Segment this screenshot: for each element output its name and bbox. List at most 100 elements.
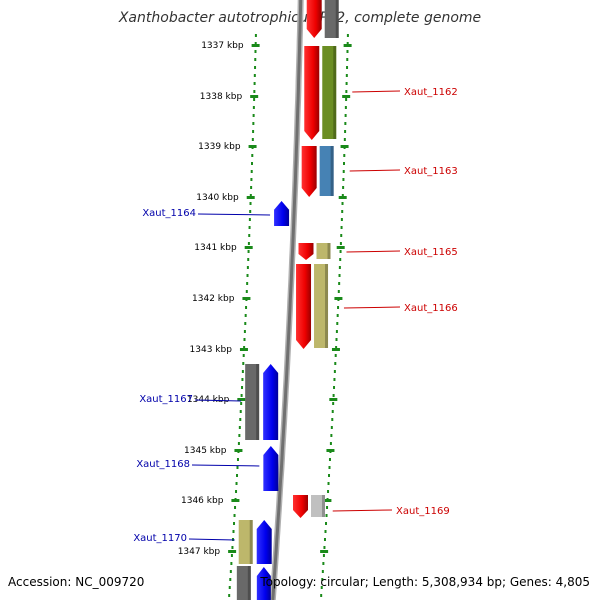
scale-dot	[321, 570, 324, 573]
gene-label-xaut-1169[interactable]: Xaut_1169	[396, 506, 450, 517]
scale-dot	[345, 90, 348, 93]
scale-tick	[250, 95, 259, 98]
scale-tick-label: 1347 kbp	[178, 547, 221, 557]
gene-arrow-xaut-1164	[274, 201, 290, 226]
accession-text: Accession: NC_009720	[8, 575, 145, 589]
cog-box-xaut-1165	[316, 243, 331, 259]
scale-tick-label: 1346 kbp	[181, 496, 224, 506]
scale-dot	[335, 338, 338, 341]
gene-label-xaut-1170[interactable]: Xaut_1170	[133, 533, 187, 544]
scale-dot	[327, 482, 330, 485]
scale-dot	[236, 458, 239, 461]
cog-box-xaut-1162	[322, 46, 337, 139]
label-leader-xaut-1169	[332, 509, 393, 512]
scale-tick-label: 1340 kbp	[196, 193, 239, 203]
scale-tick	[331, 348, 340, 351]
label-leader-xaut-1165	[346, 250, 401, 253]
scale-dot	[246, 282, 249, 285]
gene-label-xaut-1166[interactable]: Xaut_1166	[404, 303, 458, 314]
cog-box-xaut-1170	[238, 520, 253, 564]
scale-dot	[252, 130, 255, 133]
scale-dot	[332, 402, 335, 405]
scale-dot	[254, 66, 257, 69]
scale-tick	[336, 246, 345, 249]
scale-tick	[239, 348, 248, 351]
scale-dot	[321, 578, 324, 581]
gene-label-xaut-1165[interactable]: Xaut_1165	[404, 247, 458, 258]
scale-dot	[253, 82, 256, 85]
scale-dot	[331, 418, 334, 421]
cog-box-xaut-1167	[245, 364, 260, 440]
scale-dot	[233, 514, 236, 517]
scale-tick	[242, 297, 251, 300]
scale-dot	[230, 554, 233, 557]
scale-dot	[248, 226, 251, 229]
scale-tick-label: 1342 kbp	[192, 294, 235, 304]
scale-dot	[340, 234, 343, 237]
scale-dot	[323, 538, 326, 541]
scale-dot	[330, 426, 333, 429]
scale-dot	[337, 306, 340, 309]
scale-dot	[322, 554, 325, 557]
scale-dot	[346, 66, 349, 69]
scale-dot	[234, 506, 237, 509]
scale-tick	[326, 449, 335, 452]
scale-dot	[344, 106, 347, 109]
scale-dot	[254, 58, 257, 61]
cog-box-xaut-1169-shade	[322, 495, 326, 517]
scale-tick	[323, 499, 332, 502]
scale-tick-label: 1343 kbp	[190, 345, 233, 355]
scale-tick	[231, 499, 240, 502]
scale-dot	[337, 290, 340, 293]
scale-dot	[254, 50, 257, 53]
scale-dot	[251, 138, 254, 141]
scale-tick	[320, 550, 329, 553]
scale-dot	[343, 162, 346, 165]
scale-dot	[247, 250, 250, 253]
scale-dot	[245, 306, 248, 309]
scale-dot	[247, 258, 250, 261]
label-leader-xaut-1164	[197, 213, 271, 216]
scale-dot	[338, 266, 341, 269]
scale-dot	[237, 442, 240, 445]
label-leader-xaut-1168	[191, 464, 260, 467]
scale-dot	[346, 58, 349, 61]
scale-tick	[237, 398, 246, 401]
scale-dot	[243, 346, 246, 349]
scale-dot	[329, 442, 332, 445]
scale-dot	[331, 410, 334, 413]
scale-dot	[346, 34, 349, 37]
scale-tick	[340, 145, 349, 148]
scale-dot	[231, 546, 234, 549]
cog-box-xaut-1169	[311, 495, 326, 517]
gene-label-xaut-1163[interactable]: Xaut_1163	[404, 166, 458, 177]
scale-dot	[240, 394, 243, 397]
scale-dot	[230, 562, 233, 565]
scale-dot	[241, 378, 244, 381]
scale-dot	[229, 578, 232, 581]
scale-dot	[244, 322, 247, 325]
scale-tick-label: 1338 kbp	[200, 92, 243, 102]
gene-label-xaut-1167[interactable]: Xaut_1167	[139, 394, 193, 405]
scale-tick	[244, 246, 253, 249]
scale-tick	[342, 95, 351, 98]
scale-dot	[248, 234, 251, 237]
gene-label-xaut-1164[interactable]: Xaut_1164	[142, 208, 196, 219]
scale-dot	[346, 50, 349, 53]
scale-dot	[238, 434, 241, 437]
scale-dot	[341, 202, 344, 205]
cog-box-fragment-bottom-shade	[247, 566, 251, 600]
scale-dot	[253, 98, 256, 101]
scale-dot	[342, 186, 345, 189]
scale-dot	[327, 490, 330, 493]
scale-dot	[228, 586, 231, 589]
scale-dot	[342, 178, 345, 181]
gene-label-xaut-1168[interactable]: Xaut_1168	[136, 459, 190, 470]
scale-dot	[339, 258, 342, 261]
scale-dot	[342, 170, 345, 173]
cog-box-xaut-1163	[319, 146, 334, 196]
scale-dot	[330, 434, 333, 437]
gene-label-xaut-1162[interactable]: Xaut_1162	[404, 87, 458, 98]
scale-dot	[241, 370, 244, 373]
scale-dot	[344, 130, 347, 133]
